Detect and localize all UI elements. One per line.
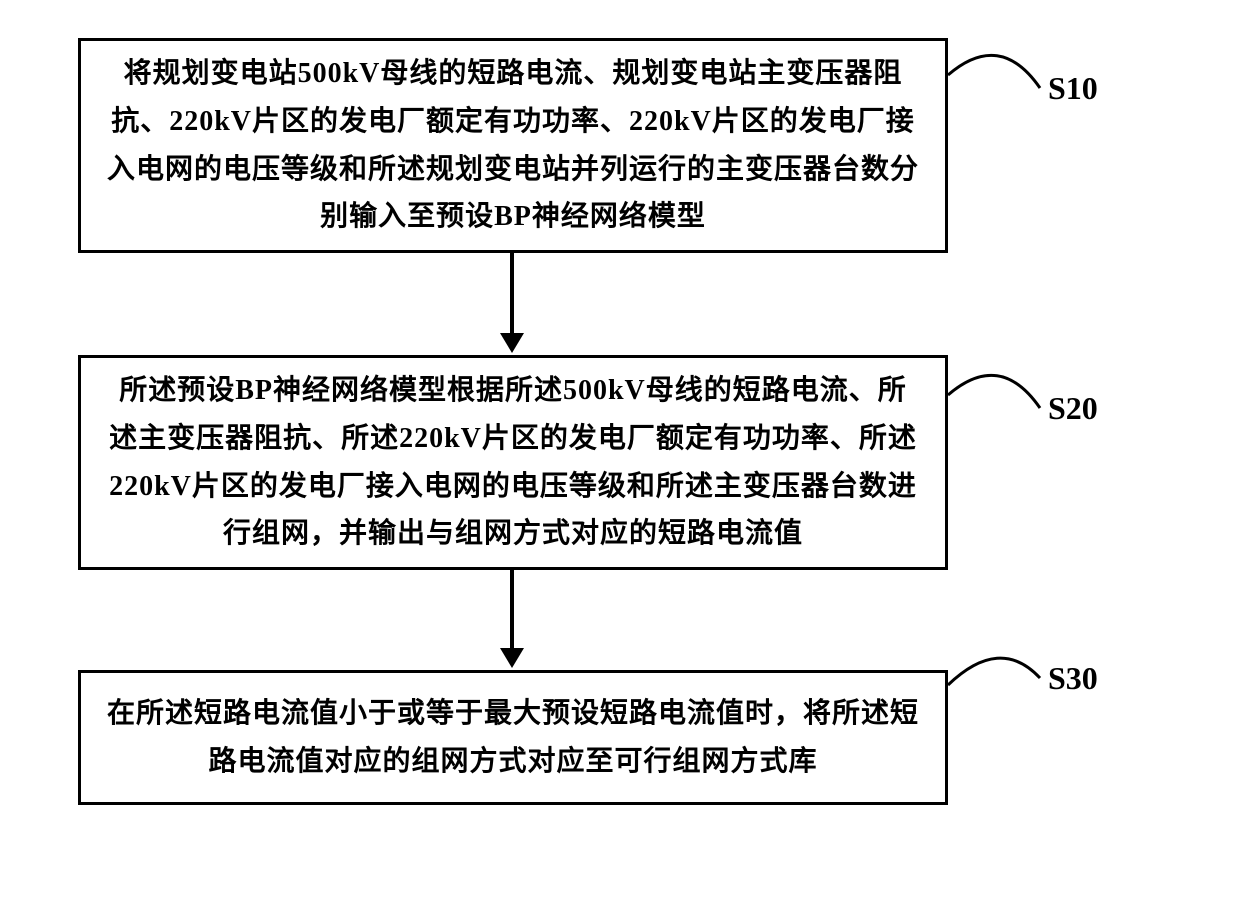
arrow-2 (500, 570, 524, 668)
arrow-1 (500, 253, 524, 353)
arrow-line (510, 253, 514, 333)
step-label-s10: S10 (1048, 70, 1098, 107)
box-text-s10: 将规划变电站500kV母线的短路电流、规划变电站主变压器阻抗、220kV片区的发… (105, 50, 921, 240)
flowchart-box-s20: 所述预设BP神经网络模型根据所述500kV母线的短路电流、所述主变压器阻抗、所述… (78, 355, 948, 570)
arrow-line (510, 570, 514, 648)
flowchart-box-s10: 将规划变电站500kV母线的短路电流、规划变电站主变压器阻抗、220kV片区的发… (78, 38, 948, 253)
flowchart-box-s30: 在所述短路电流值小于或等于最大预设短路电流值时，将所述短路电流值对应的组网方式对… (78, 670, 948, 805)
arrow-head-icon (500, 333, 524, 353)
step-label-s20: S20 (1048, 390, 1098, 427)
box-text-s30: 在所述短路电流值小于或等于最大预设短路电流值时，将所述短路电流值对应的组网方式对… (105, 690, 921, 785)
box-text-s20: 所述预设BP神经网络模型根据所述500kV母线的短路电流、所述主变压器阻抗、所述… (105, 367, 921, 557)
step-label-s30: S30 (1048, 660, 1098, 697)
arrow-head-icon (500, 648, 524, 668)
flowchart-container: 将规划变电站500kV母线的短路电流、规划变电站主变压器阻抗、220kV片区的发… (0, 20, 1240, 867)
